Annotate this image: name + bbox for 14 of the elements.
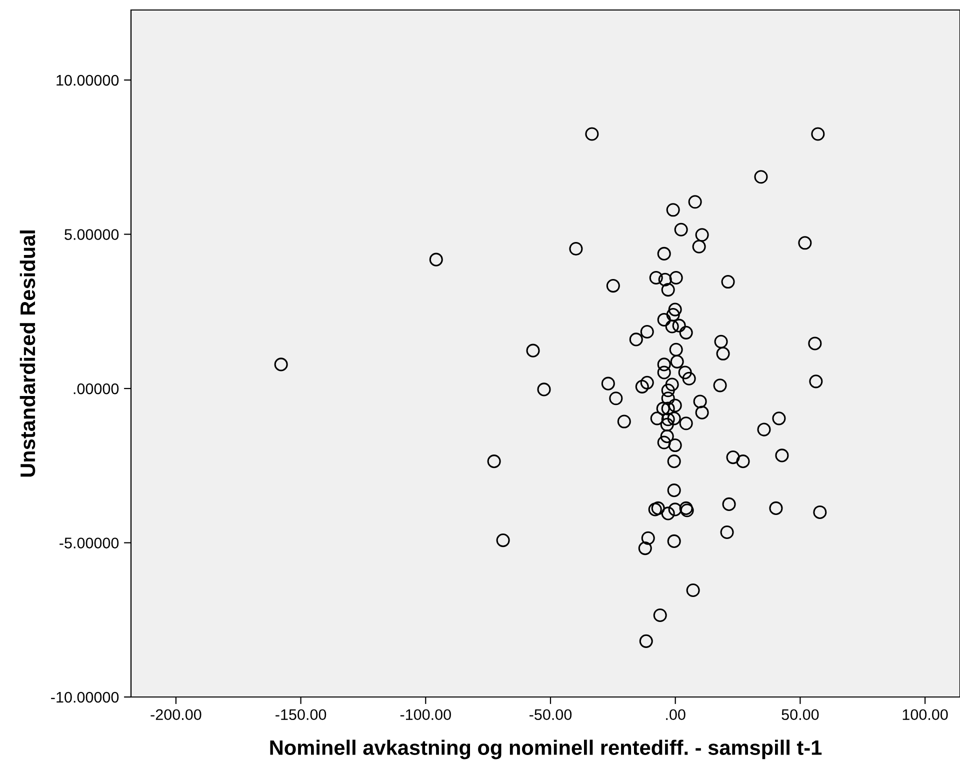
x-tick-label: -200.00 — [150, 709, 202, 720]
y-axis-title: Unstandardized Residual — [20, 230, 36, 477]
x-tick-label: -150.00 — [276, 709, 326, 720]
x-axis-title: Nominell avkastning og nominell rentediff. - samspill t-1 — [270, 740, 822, 760]
y-tick-label: -5.00000 — [60, 538, 119, 548]
x-tick-label: -50.00 — [530, 709, 572, 720]
x-tick-label: .00 — [666, 709, 686, 720]
y-tick-label: 5.00000 — [64, 229, 119, 240]
x-tick-label: 100.00 — [902, 709, 948, 720]
x-tick-label: -100.00 — [400, 709, 451, 720]
y-tick-label: -10.00000 — [51, 692, 119, 703]
y-tick-label: 10.00000 — [56, 74, 119, 86]
x-tick-label: 50.00 — [782, 709, 819, 720]
y-tick-label: .00000 — [74, 383, 119, 394]
